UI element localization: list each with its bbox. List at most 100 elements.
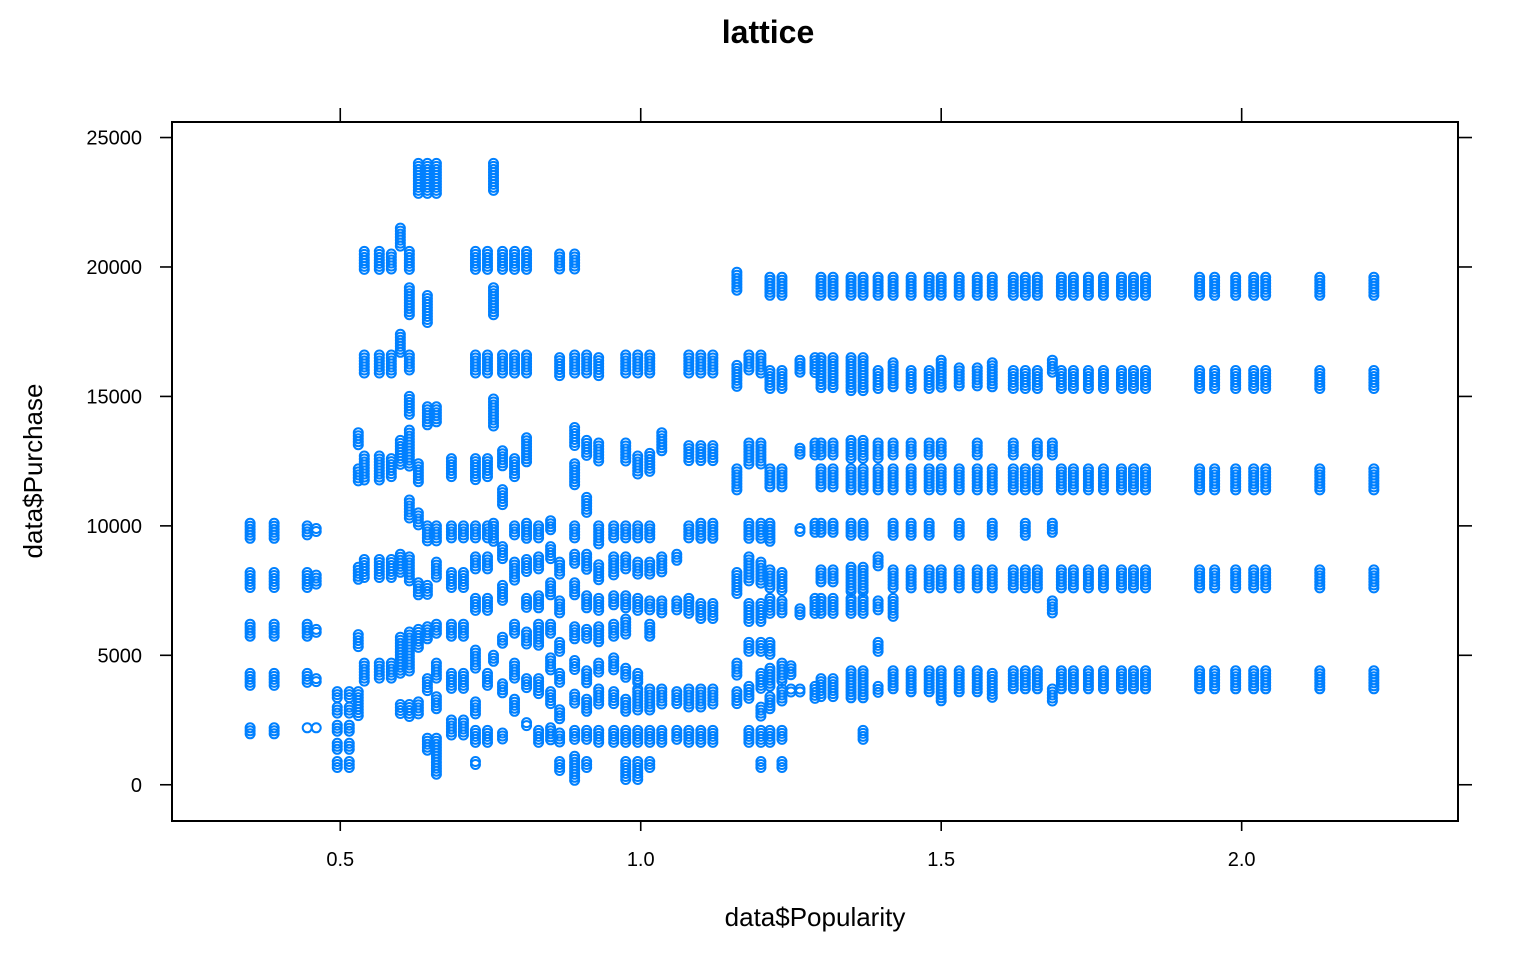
data-point <box>632 774 644 785</box>
data-point <box>827 449 839 461</box>
data-point <box>683 532 695 544</box>
data-point <box>412 641 424 653</box>
data-point <box>593 370 605 382</box>
data-point <box>469 263 481 275</box>
data-point <box>430 571 442 583</box>
data-point <box>887 529 899 541</box>
data-point <box>845 529 857 541</box>
data-point <box>695 532 707 544</box>
data-point <box>1031 289 1043 301</box>
data-point <box>935 289 947 301</box>
data-point <box>569 774 581 786</box>
data-point <box>509 627 521 639</box>
data-point <box>905 383 917 394</box>
data-point <box>608 698 620 710</box>
data-point <box>521 532 533 544</box>
data-point <box>776 733 788 745</box>
data-point <box>509 367 521 379</box>
data-point <box>469 759 481 770</box>
data-point <box>509 529 521 541</box>
data-point <box>644 532 656 544</box>
data-point <box>632 736 644 748</box>
data-point <box>1314 683 1326 695</box>
data-point <box>986 381 998 393</box>
data-point <box>509 672 521 684</box>
data-point <box>1007 582 1019 594</box>
data-point <box>593 736 605 748</box>
data-point <box>581 677 593 689</box>
data-point <box>827 289 839 301</box>
data-point <box>1368 484 1380 496</box>
data-point <box>488 420 499 432</box>
data-point <box>1260 582 1272 594</box>
data-point <box>695 455 707 467</box>
data-point <box>905 686 917 698</box>
data-point <box>488 184 499 196</box>
data-point <box>457 682 469 694</box>
data-point <box>488 309 499 321</box>
chart-title: lattice <box>722 14 814 50</box>
data-point <box>815 289 827 301</box>
data-point <box>815 691 827 703</box>
data-point <box>731 380 743 392</box>
data-point <box>430 416 442 428</box>
data-point <box>971 449 983 461</box>
data-point <box>581 506 593 518</box>
data-point <box>554 765 566 776</box>
data-point <box>971 289 983 301</box>
data-point <box>1314 582 1326 594</box>
data-point <box>656 607 668 619</box>
data-point <box>764 535 776 547</box>
data-point <box>923 686 935 698</box>
data-point <box>1209 383 1221 394</box>
data-point <box>545 627 557 639</box>
data-point <box>620 774 632 785</box>
data-point <box>244 728 256 740</box>
data-point <box>986 582 998 594</box>
data-point <box>1314 289 1326 301</box>
data-point <box>545 698 557 710</box>
data-point <box>986 529 998 541</box>
data-point <box>695 736 707 748</box>
data-point <box>497 733 509 745</box>
data-point <box>331 762 343 773</box>
data-point <box>533 736 545 748</box>
data-point <box>1055 582 1067 594</box>
data-point <box>815 481 827 493</box>
data-point <box>809 449 821 461</box>
data-point <box>1007 449 1019 461</box>
data-point <box>403 364 415 376</box>
data-point <box>385 572 397 583</box>
data-point <box>1127 383 1139 394</box>
data-point <box>632 604 644 616</box>
data-point <box>445 682 457 694</box>
data-point <box>1115 289 1127 301</box>
data-point <box>352 710 364 722</box>
data-point <box>310 578 322 590</box>
data-point <box>1082 683 1094 695</box>
data-point <box>331 692 343 704</box>
data-point <box>469 604 481 616</box>
data-point <box>403 309 415 321</box>
data-point <box>776 675 788 687</box>
data-point <box>644 736 656 748</box>
data-point <box>1097 383 1109 394</box>
data-point <box>1127 683 1139 695</box>
data-point <box>457 729 469 741</box>
data-point <box>620 563 632 575</box>
data-point <box>469 736 481 748</box>
data-point <box>481 679 493 691</box>
data-point <box>764 289 776 301</box>
data-point <box>971 380 983 392</box>
data-point <box>554 568 566 580</box>
data-point <box>1055 383 1067 394</box>
data-point <box>953 686 965 698</box>
data-point <box>1031 449 1043 461</box>
data-point <box>1046 526 1058 538</box>
data-point <box>457 582 469 593</box>
data-point <box>1194 582 1206 594</box>
data-point <box>731 669 743 681</box>
data-point <box>310 526 322 537</box>
data-point <box>872 484 884 496</box>
data-point <box>620 705 632 717</box>
